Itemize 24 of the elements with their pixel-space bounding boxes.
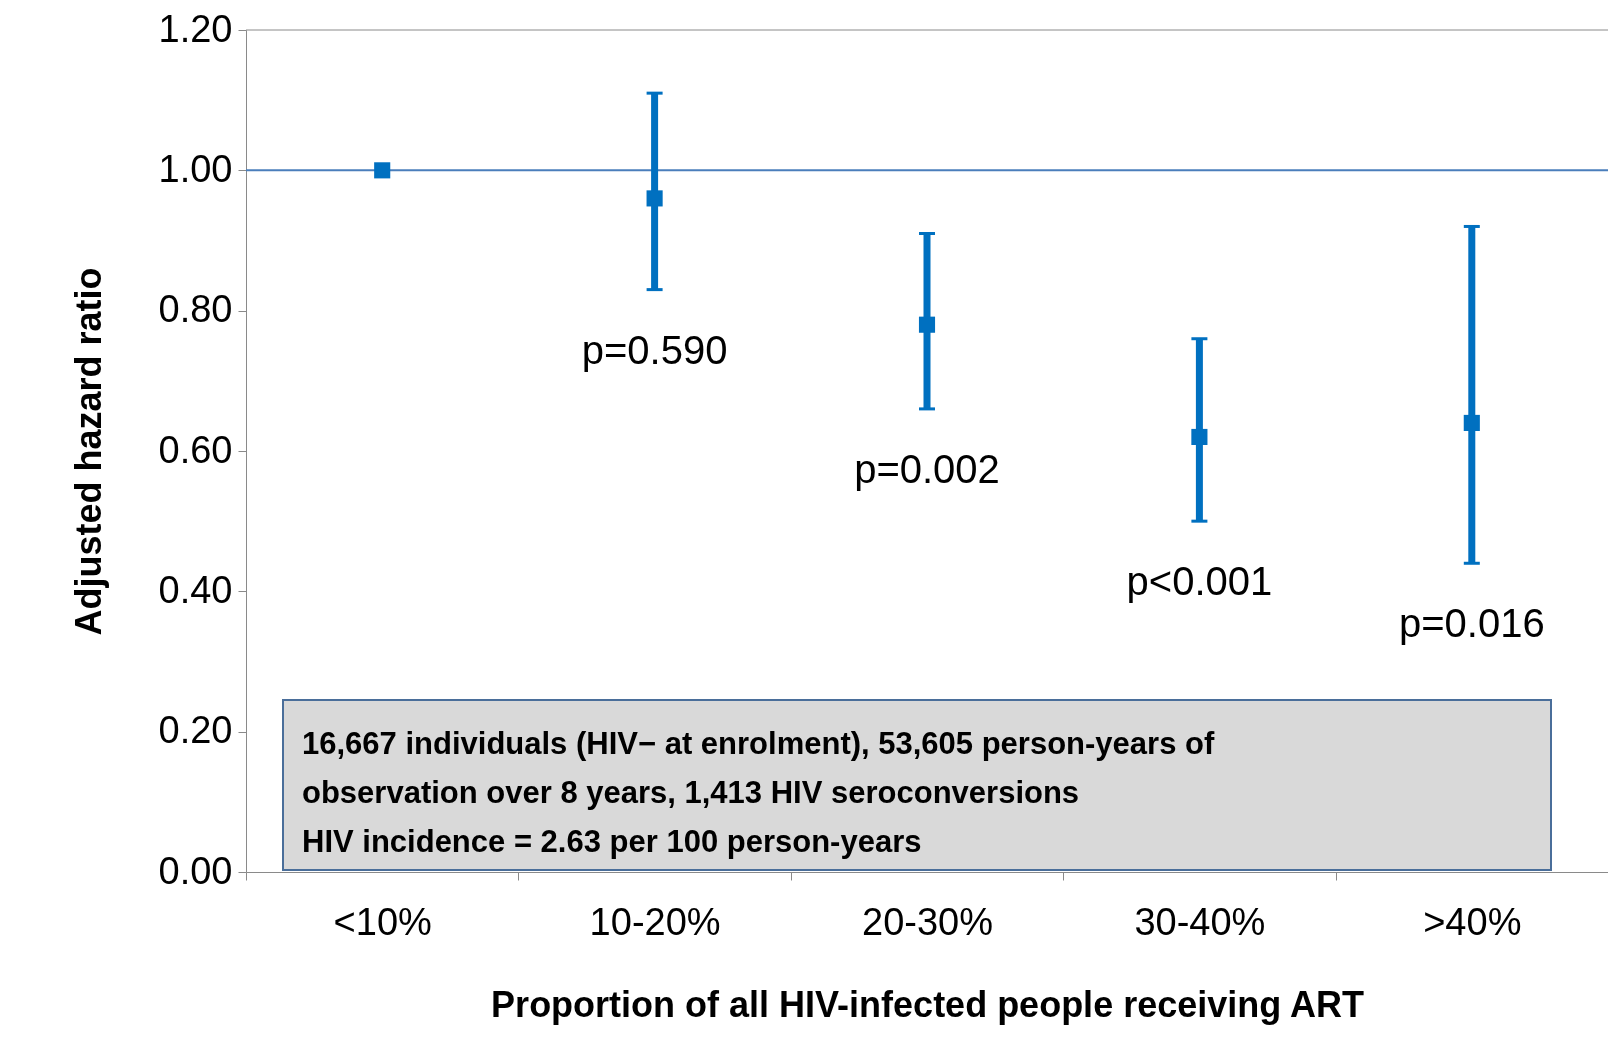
x-tick-label: <10% <box>333 900 432 943</box>
point <box>918 316 936 333</box>
annotation: p<0.001 <box>1126 559 1273 604</box>
y-tick-label: 0.40 <box>158 568 233 611</box>
x-tick-label: >40% <box>1423 900 1522 943</box>
y-tick-label: 0.80 <box>158 288 233 331</box>
x-axis-title: Proportion of all HIV-infected people receiving ART <box>491 983 1364 1025</box>
y-tick-label: 1.00 <box>158 147 233 190</box>
point <box>1463 414 1480 431</box>
x-tick-label: 30-40% <box>1134 900 1266 943</box>
y-tick-label: 0.60 <box>158 428 233 471</box>
x-tick-label: 20-30% <box>862 900 993 943</box>
x-tick-label: 10-20% <box>589 900 721 943</box>
annotation: p=0.590 <box>581 327 728 372</box>
y-tick-label: 1.20 <box>158 7 233 50</box>
y-tick-label: 0.00 <box>158 849 233 892</box>
annotation: p=0.002 <box>854 446 1000 491</box>
point <box>1191 428 1208 446</box>
point <box>374 162 391 179</box>
y-axis-title: Adjusted hazard ratio <box>67 267 109 636</box>
point <box>646 190 663 207</box>
annotation: p=0.016 <box>1398 601 1545 646</box>
note-box: 16,667 individuals (HIV− at enrolment), 53,605 person-years of observation over 8 years, 1,413 HIV seroconversions HIV incidence = 2.63 per 100 person-years <box>282 699 1552 871</box>
y-tick-label: 0.20 <box>158 709 233 752</box>
